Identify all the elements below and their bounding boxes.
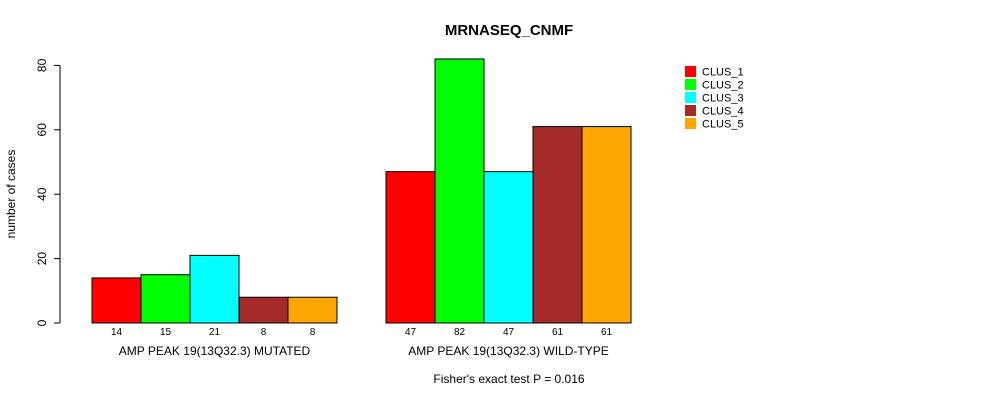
legend-swatch bbox=[685, 105, 696, 116]
legend-label: CLUS_4 bbox=[702, 106, 744, 118]
bar-clus-2 bbox=[434, 58, 485, 324]
bar-count-label: 14 bbox=[111, 327, 123, 338]
bar-clus-2 bbox=[140, 274, 191, 324]
legend-swatch bbox=[685, 118, 696, 129]
bar-clus-4 bbox=[238, 296, 289, 324]
bar-clus-1 bbox=[91, 277, 142, 324]
legend-swatch bbox=[685, 66, 696, 77]
legend-swatch bbox=[685, 79, 696, 90]
bar-count-label: 21 bbox=[209, 327, 221, 338]
count-labels-group: 14 15 21 8 8 47 82 47 61 61 bbox=[111, 327, 613, 338]
bar-clus-1 bbox=[385, 171, 436, 324]
y-axis-label: number of cases bbox=[4, 150, 18, 239]
bar-count-label: 61 bbox=[601, 327, 613, 338]
bars-group bbox=[91, 58, 632, 324]
x-group-label: AMP PEAK 19(13Q32.3) WILD-TYPE bbox=[408, 344, 609, 358]
bar-clus-5 bbox=[287, 296, 338, 324]
y-axis: 0 20 40 60 80 bbox=[35, 58, 61, 326]
bar-clus-5 bbox=[581, 126, 632, 324]
bar-clus-3 bbox=[189, 254, 240, 324]
bar-count-label: 8 bbox=[261, 327, 267, 338]
y-tick-label: 20 bbox=[35, 252, 49, 266]
legend-swatch bbox=[685, 92, 696, 103]
legend-label: CLUS_5 bbox=[702, 119, 744, 131]
bar-count-label: 61 bbox=[552, 327, 564, 338]
bar-count-label: 82 bbox=[454, 327, 466, 338]
x-group-label: AMP PEAK 19(13Q32.3) MUTATED bbox=[119, 344, 311, 358]
y-tick-label: 60 bbox=[35, 123, 49, 137]
bar-clus-4 bbox=[532, 126, 583, 324]
bar-clus-3 bbox=[483, 171, 534, 324]
y-tick-label: 80 bbox=[35, 58, 49, 72]
fisher-test-footnote: Fisher's exact test P = 0.016 bbox=[433, 372, 584, 386]
legend-label: CLUS_3 bbox=[702, 93, 744, 105]
bar-count-label: 47 bbox=[503, 327, 515, 338]
legend-label: CLUS_1 bbox=[702, 67, 744, 79]
group-labels-group: AMP PEAK 19(13Q32.3) MUTATED AMP PEAK 19(… bbox=[119, 344, 609, 358]
chart-title: MRNASEQ_CNMF bbox=[445, 22, 573, 39]
bar-count-label: 47 bbox=[405, 327, 417, 338]
y-tick-label: 0 bbox=[35, 319, 49, 326]
legend-label: CLUS_2 bbox=[702, 80, 744, 92]
y-tick-label: 40 bbox=[35, 187, 49, 201]
bar-count-label: 15 bbox=[160, 327, 172, 338]
bar-count-label: 8 bbox=[310, 327, 316, 338]
